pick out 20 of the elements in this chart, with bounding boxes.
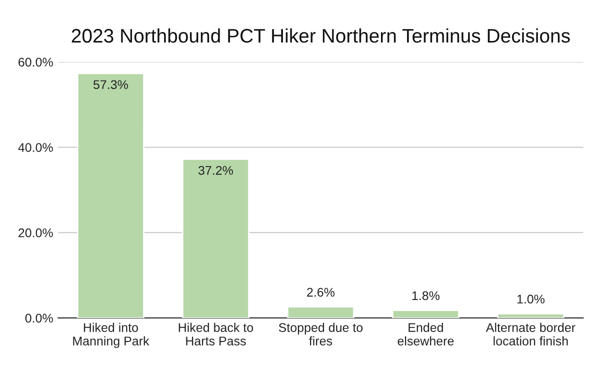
bar xyxy=(496,312,564,318)
data-label: 1.0% xyxy=(517,294,544,304)
data-label: 57.3% xyxy=(93,80,128,90)
data-label: 37.2% xyxy=(198,166,233,175)
y-tick-label: 60.0% xyxy=(18,58,53,67)
x-tick-label: Hiked back to Harts Pass xyxy=(178,322,254,346)
y-tick-label: 40.0% xyxy=(18,143,53,152)
bar xyxy=(76,72,144,318)
data-label: 1.8% xyxy=(412,291,440,300)
x-tick-label: Ended elsewhere xyxy=(398,322,454,346)
bar xyxy=(392,310,460,318)
x-tick-label: Hiked into Manning Park xyxy=(73,322,150,348)
y-tick-label: 0.0% xyxy=(25,314,53,323)
y-tick-label: 20.0% xyxy=(18,228,53,238)
bar xyxy=(182,158,250,318)
data-label: 2.6% xyxy=(307,288,334,297)
x-tick-label: Alternate border location finish xyxy=(486,322,576,346)
chart-title: 2023 Northbound PCT Hiker Northern Terminus Decisions xyxy=(72,28,570,43)
x-tick-label: Stopped due to fires xyxy=(278,322,363,346)
bar xyxy=(286,306,354,318)
